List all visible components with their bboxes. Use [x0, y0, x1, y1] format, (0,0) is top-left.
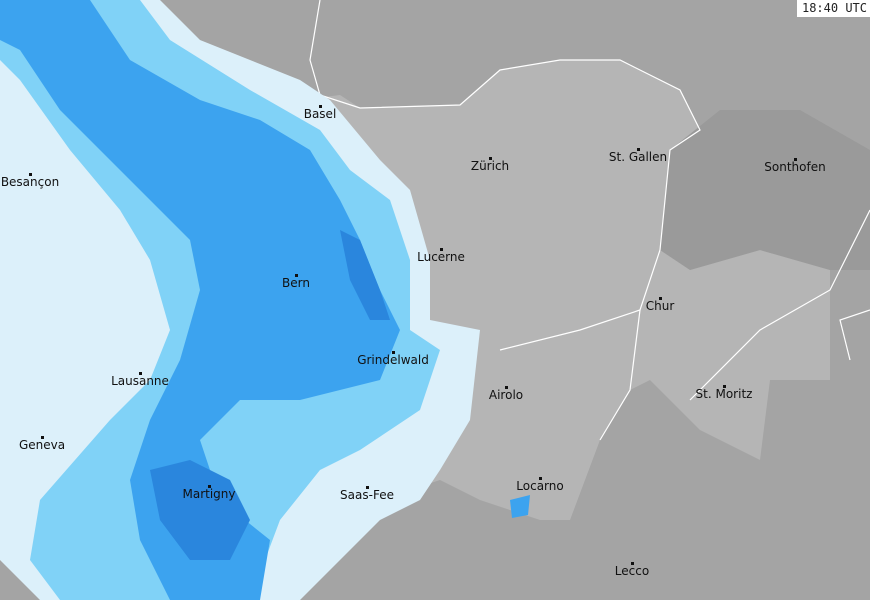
city-dot	[505, 386, 508, 389]
city-label: Basel	[303, 107, 337, 121]
city-dot	[539, 477, 542, 480]
city-label: Besançon	[0, 175, 60, 189]
city-label: Locarno	[516, 479, 564, 493]
radar-precipitation	[0, 0, 530, 600]
city-label: Saas-Fee	[340, 488, 394, 502]
city-label: Sonthofen	[764, 160, 826, 174]
city-dot	[723, 385, 726, 388]
city-dot	[295, 274, 298, 277]
borders	[199, 0, 870, 471]
city-label: Bern	[282, 276, 310, 290]
city-dot	[631, 562, 634, 565]
city-dot	[659, 297, 662, 300]
city-dot	[208, 485, 211, 488]
city-dot	[139, 372, 142, 375]
city-dot	[489, 157, 492, 160]
city-label: Chur	[645, 299, 675, 313]
city-label: St. Moritz	[695, 387, 753, 401]
city-dot	[319, 105, 322, 108]
city-dot	[29, 173, 32, 176]
city-label: Grindelwald	[357, 353, 429, 367]
city-label: Lucerne	[417, 250, 465, 264]
city-label: Airolo	[488, 388, 524, 402]
city-label: Geneva	[18, 438, 66, 452]
city-dot	[637, 148, 640, 151]
city-label: Zürich	[470, 159, 510, 173]
city-dot	[794, 158, 797, 161]
city-dot	[41, 436, 44, 439]
city-label: Lausanne	[111, 374, 169, 388]
timestamp-label: 18:40 UTC	[796, 0, 870, 17]
city-label: St. Gallen	[608, 150, 668, 164]
city-dot	[366, 486, 369, 489]
city-label: Martigny	[182, 487, 236, 501]
city-dot	[440, 248, 443, 251]
city-dot	[392, 351, 395, 354]
city-label: Lecco	[614, 564, 650, 578]
